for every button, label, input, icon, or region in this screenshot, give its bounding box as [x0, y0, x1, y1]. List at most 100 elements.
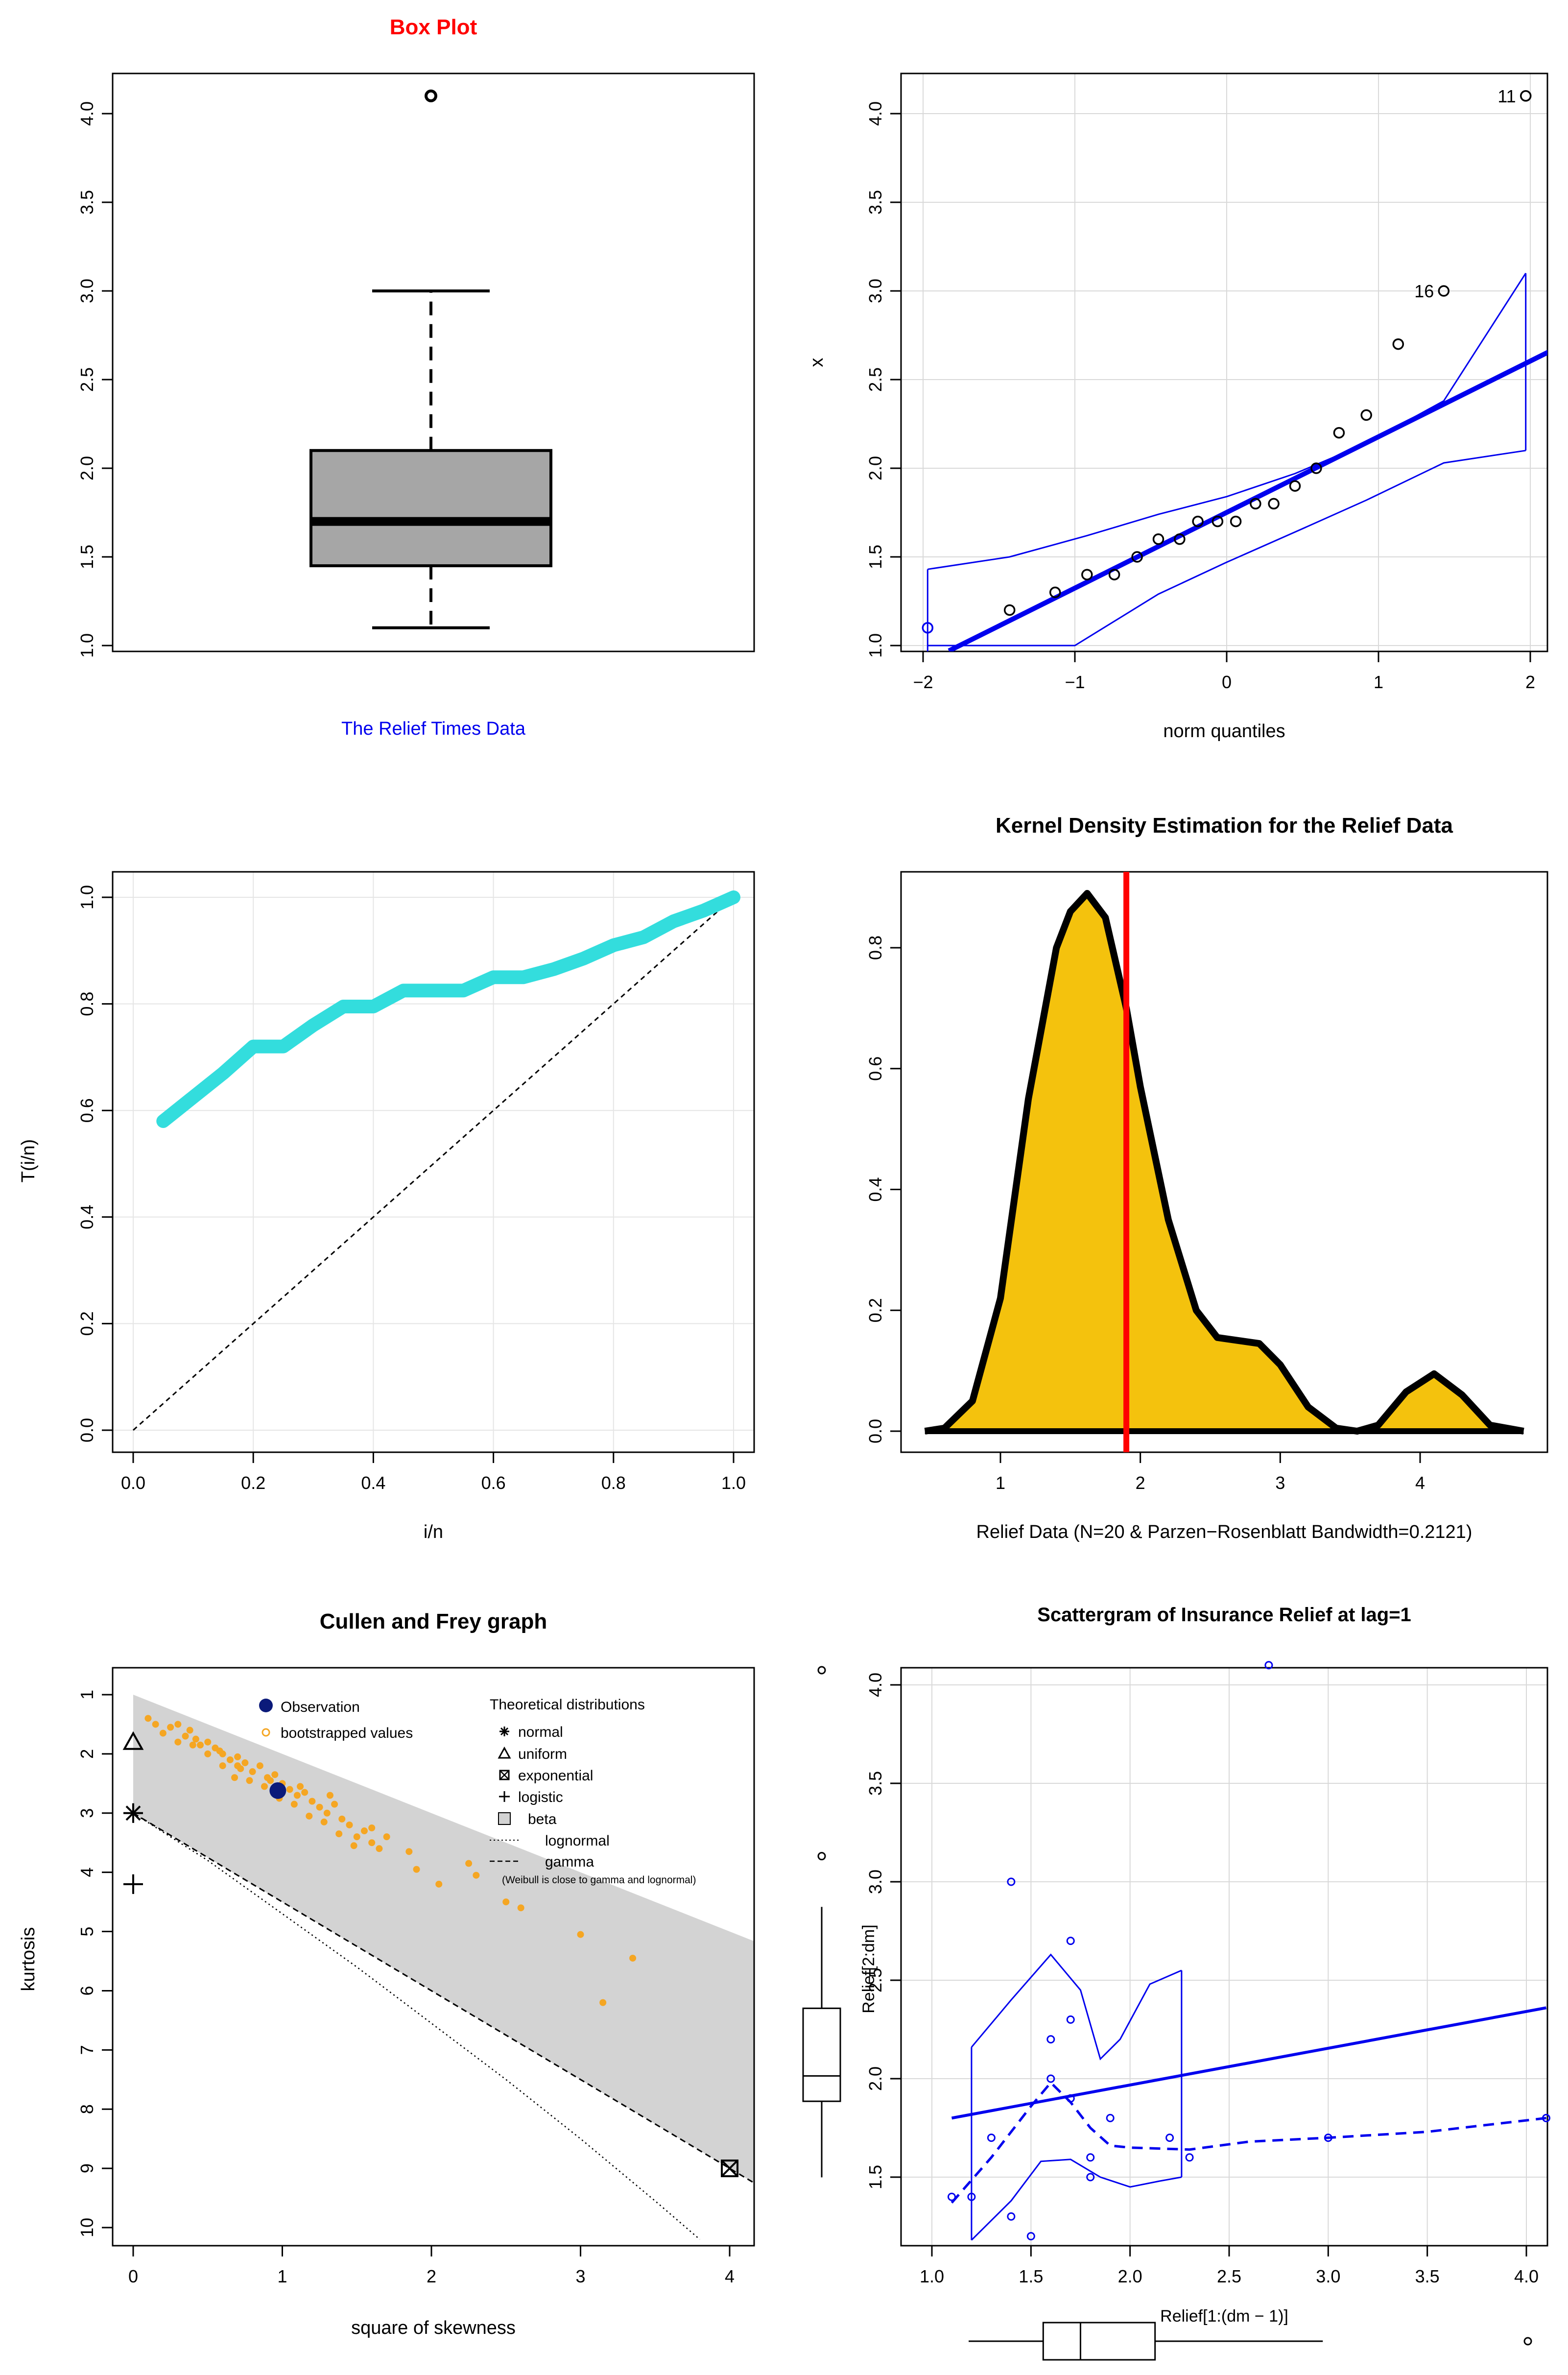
ttt-x-tick-label: 1.0: [721, 1473, 746, 1493]
lag-lower-band: [971, 2159, 1182, 2241]
cf-bootstrap-point: [629, 1954, 637, 1962]
cf-exponential-marker: [721, 2159, 738, 2178]
cf-legend-bootstrap: bootstrapped values: [281, 1725, 413, 1741]
cf-bootstrap-point: [186, 1727, 193, 1734]
lag-title: Scattergram of Insurance Relief at lag=1: [1037, 1604, 1411, 1626]
cf-bootstrap-point: [435, 1880, 443, 1888]
ttt-curve: [156, 890, 740, 1128]
lag-point: [1066, 1937, 1075, 1945]
cf-bootstrap-point: [338, 1815, 346, 1823]
cf-legend-normal: normal: [518, 1724, 563, 1740]
cf-bootstrap-point: [353, 1833, 360, 1841]
lag-point: [1007, 1877, 1016, 1886]
lag-frame: [900, 1667, 1548, 2247]
qq-y-tick-label: 2.0: [865, 456, 885, 480]
lag-ylabel: Relief[2:dm]: [859, 1924, 878, 2013]
box-plot-y-tick-label: 3.5: [77, 190, 97, 215]
lag-point: [1324, 2134, 1332, 2142]
qq-x-tick-label: 2: [1525, 672, 1535, 692]
lag-y-tick-label: 2.0: [865, 2066, 885, 2091]
lag-ybox: [802, 2007, 841, 2102]
cf-bootstrap-point: [473, 1871, 480, 1879]
cf-legend-logistic: logistic: [518, 1789, 563, 1805]
kde-xlabel: Relief Data (N=20 & Parzen−Rosenblatt Ba…: [976, 1522, 1473, 1542]
cf-bootstrap-point: [226, 1756, 234, 1763]
ttt-y-tick-label: 0.8: [77, 992, 97, 1016]
ttt-xlabel: i/n: [424, 1522, 443, 1542]
cf-title: Cullen and Frey graph: [320, 1609, 547, 1633]
cf-y-tick-label: 10: [77, 2218, 97, 2237]
cf-frame: [112, 1667, 755, 2247]
cf-bootstrap-point: [192, 1735, 199, 1743]
cf-bootstrap-point: [267, 1777, 274, 1784]
lag-point: [1026, 2232, 1035, 2241]
cf-bootstrap-point: [152, 1721, 159, 1728]
qq-point: [1192, 515, 1204, 528]
lag-xbox-outlier: [1523, 2337, 1532, 2346]
box-plot-y-tick-label: 1.0: [77, 633, 97, 658]
cf-x-tick-label: 4: [725, 2266, 735, 2286]
cf-legend-exponential: exponential: [518, 1768, 593, 1784]
kde-x-tick-label: 3: [1275, 1473, 1285, 1493]
qq-point: [1081, 569, 1093, 580]
kde-frame: [900, 871, 1548, 1453]
lag-y-tick-label: 3.5: [865, 1771, 885, 1796]
qq-fit-line: [948, 350, 1547, 651]
ttt-y-tick-label: 0.2: [77, 1311, 97, 1336]
lag-xbox: [1042, 2322, 1156, 2361]
cf-x-tick-label: 2: [427, 2266, 436, 2286]
cf-bootstrap-point: [360, 1827, 368, 1835]
lag-point: [1007, 2212, 1016, 2221]
kde-y-tick-label: 0.0: [865, 1419, 885, 1443]
qq-point: [1289, 480, 1301, 492]
cf-bootstrap-point: [465, 1860, 473, 1867]
qq-y-tick-label: 1.5: [865, 545, 885, 569]
cf-y-tick-label: 8: [77, 2104, 97, 2114]
cf-bootstrap-point: [316, 1803, 323, 1811]
qq-point: [1333, 427, 1345, 439]
cf-bootstrap-point: [216, 1747, 223, 1754]
qq-point: [1003, 604, 1016, 616]
lag-x-tick-label: 2.5: [1217, 2266, 1241, 2286]
box-plot-y-tick-label: 2.0: [77, 456, 97, 480]
ttt-y-tick-label: 0.0: [77, 1418, 97, 1442]
cf-xlabel: square of skewness: [351, 2318, 516, 2338]
qq-point: [1174, 533, 1186, 545]
cf-observation-point: [269, 1782, 286, 1799]
cf-bootstrap-point: [246, 1777, 253, 1784]
cf-bootstrap-point: [335, 1830, 343, 1838]
cf-bootstrap-point: [241, 1759, 249, 1767]
cf-y-tick-label: 4: [77, 1868, 97, 1877]
qq-lower-band: [927, 450, 1526, 647]
box-plot-y-tick-label: 2.5: [77, 367, 97, 392]
kde-curve: [924, 890, 1524, 1435]
qq-point: [1152, 533, 1164, 545]
cf-y-tick-label: 2: [77, 1749, 97, 1759]
cf-bootstrap-point: [197, 1741, 204, 1749]
qq-point: [1250, 498, 1261, 510]
ttt-y-tick-label: 1.0: [77, 885, 97, 910]
cf-bootstrap-point: [517, 1904, 524, 1912]
cf-bootstrap-point: [204, 1750, 212, 1757]
cf-x-tick-label: 1: [277, 2266, 287, 2286]
box-plot-y-tick-label: 3.0: [77, 279, 97, 303]
cf-bootstrap-point: [376, 1845, 383, 1852]
cf-y-tick-label: 1: [77, 1690, 97, 1700]
box-outlier: [425, 89, 437, 102]
cf-bootstrap-point: [368, 1839, 376, 1847]
qq-point: [1392, 338, 1404, 350]
box-plot-y-tick-label: 4.0: [77, 101, 97, 126]
cf-y-tick-label: 6: [77, 1986, 97, 1995]
cf-bootstrap-point: [174, 1721, 182, 1728]
cf-bootstrap-point: [231, 1774, 238, 1781]
cf-ylabel: kurtosis: [18, 1927, 39, 1991]
cf-legend-gamma: gamma: [545, 1854, 594, 1870]
qq-y-tick-label: 3.5: [865, 190, 885, 215]
lag-x-tick-label: 3.5: [1415, 2266, 1440, 2286]
cf-beta-region: [133, 1695, 754, 2183]
cf-x-tick-label: 0: [128, 2266, 138, 2286]
cf-y-tick-label: 5: [77, 1927, 97, 1937]
kde-y-tick-label: 0.6: [865, 1056, 885, 1081]
lag-y-tick-label: 2.5: [865, 1968, 885, 1992]
cf-legend-uniform: uniform: [518, 1746, 567, 1762]
